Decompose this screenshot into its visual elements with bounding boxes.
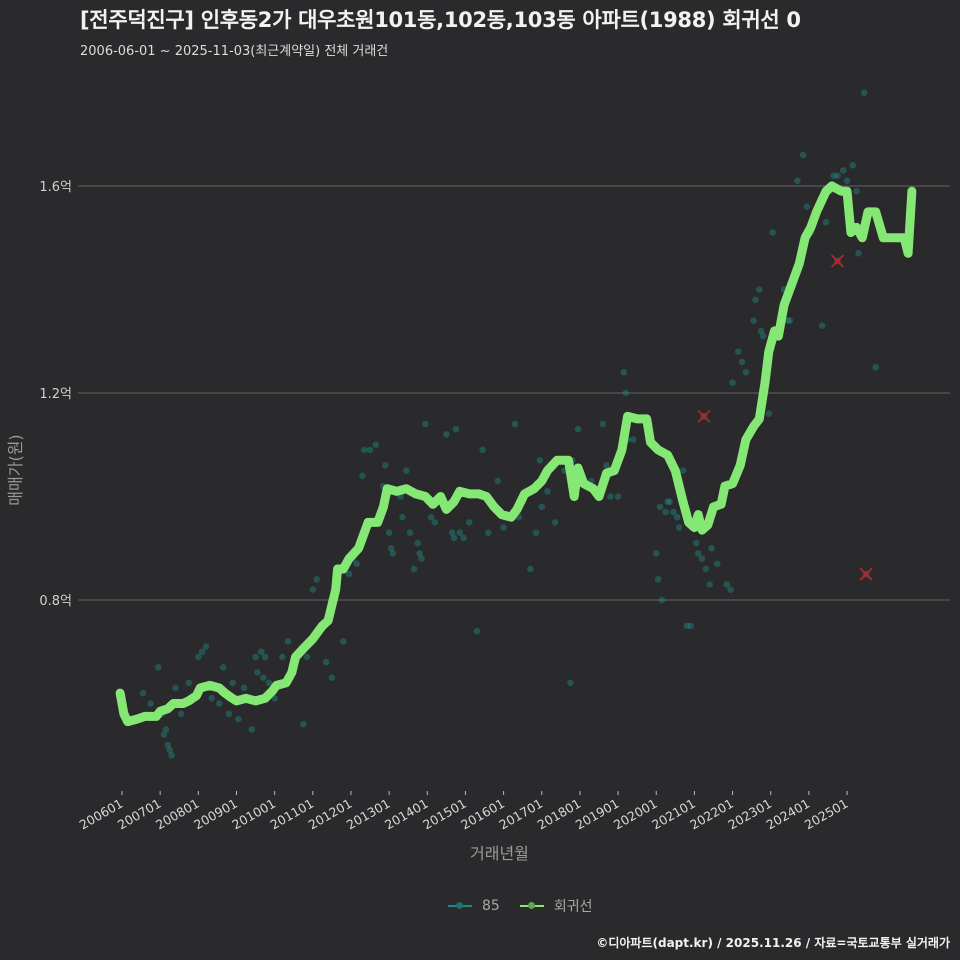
gridlines — [78, 185, 950, 601]
outlier-markers — [697, 254, 873, 581]
scatter-points — [139, 89, 879, 759]
legend-label-regression: 회귀선 — [553, 899, 593, 915]
legend-label-85: 85 — [482, 898, 500, 914]
x-ticks: 2006012007012008012009012010012011012012… — [77, 791, 851, 832]
svg-text:0.8억: 0.8억 — [39, 594, 72, 609]
legend-key-regression — [518, 899, 546, 913]
y-tick-labels: 0.8억 1.2억 1.6억 — [39, 180, 72, 609]
svg-text:1.6억: 1.6억 — [39, 180, 72, 195]
y-axis-title: 매매가(원) — [6, 434, 25, 506]
svg-text:202501: 202501 — [802, 796, 851, 833]
chart-title: [전주덕진구] 인후동2가 대우초원101동,102동,103동 아파트(198… — [80, 8, 801, 32]
footer-credit: ©디아파트(dapt.kr) / 2025.11.26 / 자료=국토교통부 실… — [596, 936, 950, 950]
svg-text:1.2억: 1.2억 — [39, 387, 72, 402]
chart-subtitle: 2006-06-01 ~ 2025-11-03(최근계약일) 전체 거래건 — [80, 44, 389, 59]
x-axis-title: 거래년월 — [470, 844, 529, 863]
regression-line — [115, 181, 917, 727]
legend: 85 회귀선 — [446, 896, 602, 916]
legend-key-85 — [446, 899, 474, 913]
